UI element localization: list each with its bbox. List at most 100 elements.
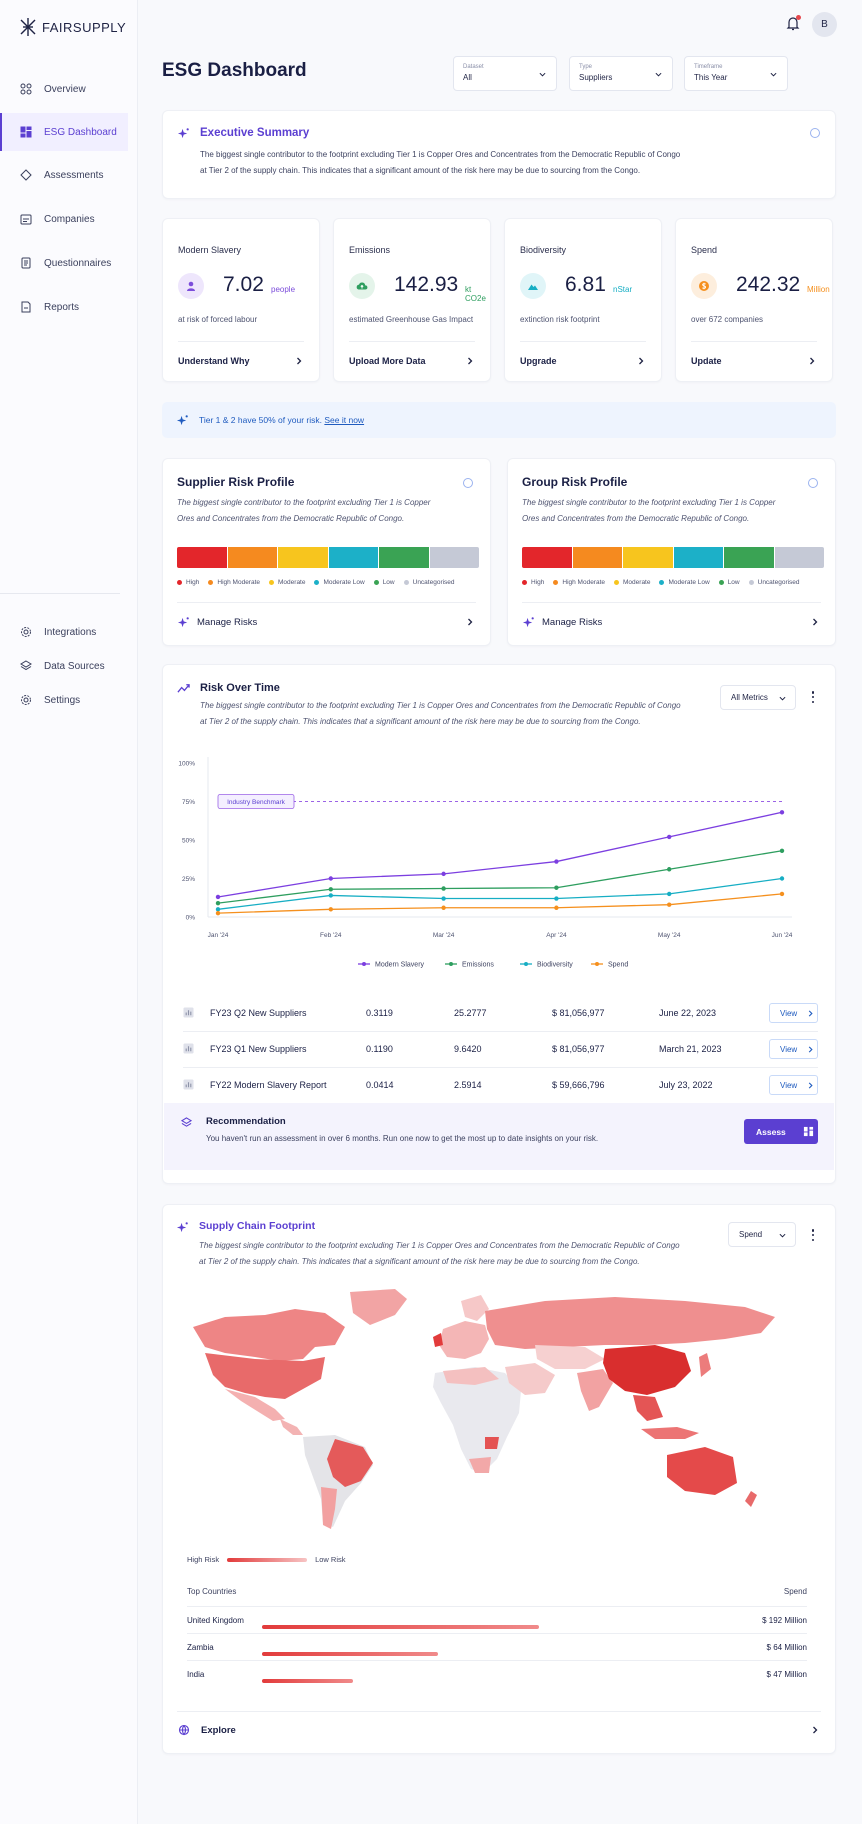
- metric-action-link[interactable]: Update: [691, 356, 722, 366]
- divider: [183, 1031, 818, 1032]
- risk-segment-uncategorised: [429, 547, 479, 568]
- risk-legend: High High Moderate Moderate Moderate Low Low…: [177, 579, 455, 586]
- info-icon[interactable]: [808, 478, 818, 488]
- filter-type[interactable]: Type Suppliers: [569, 56, 673, 91]
- view-button[interactable]: View: [769, 1039, 818, 1059]
- chevron-right-icon[interactable]: [466, 618, 474, 626]
- filter-timeframe[interactable]: Timeframe This Year: [684, 56, 788, 91]
- chevron-right-icon[interactable]: [811, 1726, 819, 1734]
- legend-item: High: [177, 579, 199, 586]
- country-spend: $ 47 Million: [766, 1670, 807, 1679]
- avatar[interactable]: B: [812, 12, 837, 37]
- metric-action-link[interactable]: Understand Why: [178, 356, 250, 366]
- supply-chain-footprint-card: Supply Chain Footprint The biggest singl…: [162, 1204, 836, 1754]
- legend-item: Moderate Low: [314, 579, 365, 586]
- sidebar-item-settings[interactable]: Settings: [0, 681, 128, 719]
- sidebar-item-integrations[interactable]: Integrations: [0, 613, 128, 651]
- notifications-bell-icon[interactable]: [784, 14, 802, 32]
- manage-risks-link[interactable]: Manage Risks: [177, 616, 257, 629]
- x-tick-label: Mar '24: [433, 932, 455, 939]
- metric-select[interactable]: All Metrics: [720, 685, 796, 710]
- sidebar-item-esg-dashboard[interactable]: ESG Dashboard: [0, 113, 128, 151]
- data-point: [441, 871, 446, 877]
- legend-dot: [314, 580, 320, 585]
- country-row[interactable]: India $ 47 Million: [187, 1660, 807, 1687]
- supplier-risk-profile-card: Supplier Risk Profile The biggest single…: [162, 458, 491, 646]
- filter-dataset[interactable]: Dataset All: [453, 56, 557, 91]
- footprint-metric-select[interactable]: Spend: [728, 1222, 796, 1247]
- legend-item: Uncategorised: [403, 579, 455, 586]
- explore-link[interactable]: Explore: [178, 1724, 236, 1736]
- sidebar-item-label: Questionnaires: [44, 257, 112, 269]
- country-row[interactable]: United Kingdom $ 192 Million: [187, 1606, 807, 1633]
- sidebar-item-data-sources[interactable]: Data Sources: [0, 647, 128, 685]
- data-point: [215, 900, 221, 906]
- chevron-right-icon[interactable]: [295, 357, 303, 365]
- metric-unit: kt CO2e: [465, 285, 486, 303]
- sidebar-item-companies[interactable]: Companies: [0, 200, 128, 238]
- map-region-africa: [433, 1367, 521, 1473]
- see-it-now-link[interactable]: See it now: [324, 415, 365, 425]
- divider: [177, 1711, 821, 1712]
- chevron-right-icon[interactable]: [637, 357, 645, 365]
- risk-distribution-bar: [177, 547, 479, 568]
- map-region-central-america: [280, 1419, 303, 1435]
- info-icon[interactable]: [810, 128, 820, 138]
- world-map[interactable]: [185, 1287, 805, 1537]
- map-region-argentina: [321, 1487, 337, 1529]
- data-point: [554, 885, 559, 890]
- metric-label: Emissions: [349, 245, 391, 255]
- x-tick-label: Jan '24: [208, 932, 229, 939]
- gear-icon: [21, 695, 31, 705]
- metric-action-link[interactable]: Upgrade: [520, 356, 557, 366]
- legend-item: Low: [373, 579, 395, 586]
- dataset-value-2: 25.2777: [454, 1007, 487, 1018]
- more-options-icon[interactable]: [808, 690, 818, 704]
- assess-button[interactable]: Assess: [744, 1119, 818, 1144]
- map-region-scandinavia: [461, 1295, 489, 1321]
- info-icon[interactable]: [463, 478, 473, 488]
- manage-risks-link[interactable]: Manage Risks: [522, 616, 602, 629]
- link-label: Manage Risks: [197, 617, 258, 628]
- dashboard-icon: [803, 1126, 813, 1137]
- sidebar-item-assessments[interactable]: Assessments: [0, 156, 128, 194]
- country-row[interactable]: Zambia $ 64 Million: [187, 1633, 807, 1660]
- section-description: The biggest single contributor to the fo…: [522, 495, 792, 527]
- section-title: Risk Over Time: [200, 682, 280, 694]
- dataset-value-2: 2.5914: [454, 1079, 482, 1090]
- chevron-right-icon[interactable]: [466, 357, 474, 365]
- logo[interactable]: FAIRSUPPLY: [18, 17, 126, 37]
- legend-item: Moderate: [269, 579, 305, 586]
- spend-bar: [262, 1679, 353, 1683]
- map-region-southeast-asia: [633, 1395, 663, 1421]
- sidebar-item-questionnaires[interactable]: Questionnaires: [0, 244, 128, 282]
- metric-action-link[interactable]: Upload More Data: [349, 356, 426, 366]
- cloud-upload-icon: [349, 273, 375, 299]
- chevron-right-icon[interactable]: [811, 618, 819, 626]
- risk-segment-high: [522, 547, 572, 568]
- risk-banner: Tier 1 & 2 have 50% of your risk. See it…: [162, 402, 836, 438]
- filter-label: Dataset: [463, 64, 484, 70]
- view-button[interactable]: View: [769, 1003, 818, 1023]
- sparkle-icon: [177, 617, 189, 628]
- mountain-icon: [520, 273, 546, 299]
- benchmark-label-box: [217, 794, 295, 809]
- filter-value: This Year: [694, 73, 728, 82]
- section-title: Supply Chain Footprint: [199, 1220, 316, 1232]
- view-button[interactable]: View: [769, 1075, 818, 1095]
- description-line: The biggest single contributor to the fo…: [199, 1241, 680, 1250]
- data-point: [215, 907, 221, 912]
- chevron-right-icon: [808, 1081, 813, 1089]
- legend-marker: [362, 962, 366, 966]
- metric-label: Spend: [691, 245, 718, 255]
- map-region-zambia: [485, 1437, 499, 1449]
- sidebar-item-overview[interactable]: Overview: [0, 70, 128, 108]
- risk-segment-moderate: [278, 547, 328, 568]
- x-tick-label: Feb '24: [320, 932, 342, 939]
- more-options-icon[interactable]: [808, 1228, 818, 1242]
- sidebar-item-reports[interactable]: Reports: [0, 288, 128, 326]
- data-point: [667, 902, 672, 907]
- sparkle-icon: [176, 414, 188, 425]
- risk-over-time-card: Risk Over Time The biggest single contri…: [162, 664, 836, 1184]
- chevron-right-icon[interactable]: [808, 357, 816, 365]
